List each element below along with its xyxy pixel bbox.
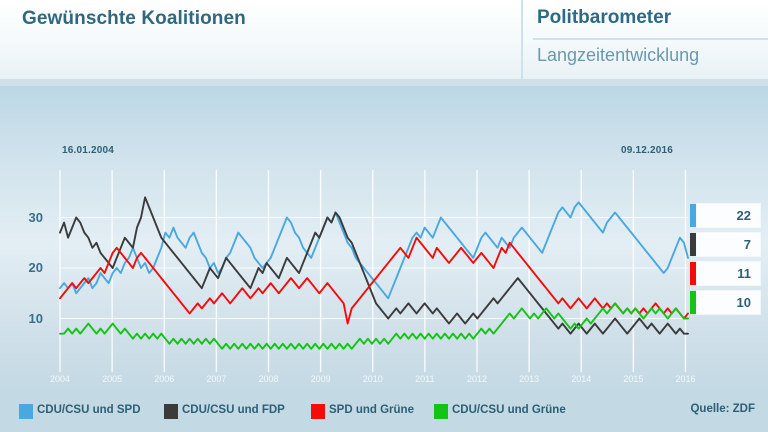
source-label: Quelle: ZDF: [690, 403, 755, 415]
x-axis-tick-2006: 2006: [154, 374, 175, 384]
page-title: Gewünschte Koalitionen: [22, 8, 246, 29]
brand-subtitle: Langzeitentwicklung: [537, 45, 700, 65]
value-box: 10: [697, 291, 760, 314]
value-box: 7: [697, 233, 760, 256]
y-axis-tick-20: 20: [28, 260, 43, 275]
brand-horizontal-divider: [533, 38, 768, 40]
x-axis-tick-2013: 2013: [519, 374, 540, 384]
legend-item-cdu_gruene[interactable]: CDU/CSU und Grüne: [434, 402, 566, 420]
end-date-label: 09.12.2016: [621, 145, 674, 156]
x-axis-tick-2011: 2011: [415, 374, 435, 384]
legend-item-cdu_fdp[interactable]: CDU/CSU und FDP: [164, 402, 285, 420]
legend-item-label: SPD und Grüne: [329, 404, 414, 417]
legend-swatch-icon: [19, 403, 33, 419]
legend-swatch-icon: [434, 403, 448, 419]
header-vertical-divider: [521, 0, 523, 79]
legend-item-label: CDU/CSU und Grüne: [452, 404, 566, 417]
value-box: 22: [697, 204, 760, 227]
x-axis-tick-2004: 2004: [49, 374, 71, 384]
legend-item-cdu_spd[interactable]: CDU/CSU und SPD: [19, 402, 141, 420]
value-box-color-bar: [690, 204, 696, 227]
legend-bar: CDU/CSU und SPD CDU/CSU und FDP SPD und Gr…: [0, 390, 768, 432]
line-chart-plot: [59, 170, 689, 372]
value-box-color-bar: [690, 233, 696, 256]
value-box-color-bar: [690, 262, 696, 285]
legend-item-label: CDU/CSU und FDP: [182, 404, 285, 417]
x-axis-tick-2005: 2005: [102, 374, 123, 384]
legend-swatch-icon: [164, 403, 178, 419]
x-axis-tick-2008: 2008: [258, 374, 279, 384]
value-box-number: 22: [736, 208, 751, 223]
legend-item-spd_gruene[interactable]: SPD und Grüne: [311, 402, 414, 420]
x-axis-tick-2010: 2010: [362, 374, 383, 384]
brand-title: Politbarometer: [537, 7, 672, 28]
value-box-number: 7: [743, 237, 751, 252]
header-bar: Gewünschte Koalitionen Politbarometer La…: [0, 0, 768, 79]
y-axis-tick-10: 10: [28, 310, 43, 326]
x-axis-tick-2012: 2012: [466, 374, 487, 384]
x-axis-tick-2009: 2009: [310, 374, 331, 384]
x-axis-tick-2015: 2015: [623, 374, 644, 384]
brand-block: Politbarometer Langzeitentwicklung: [523, 0, 768, 79]
legend-item-label: CDU/CSU und SPD: [37, 404, 141, 417]
chart-panel: 16.01.2004 09.12.2016 10 20 30 2004 2005 2006…: [0, 86, 768, 390]
value-box: 11: [697, 262, 760, 285]
value-box-number: 11: [737, 266, 751, 281]
header-underline: [0, 79, 768, 86]
x-axis-tick-2016: 2016: [675, 374, 696, 384]
start-date-label: 16.01.2004: [62, 145, 115, 156]
value-box-number: 10: [736, 295, 751, 310]
x-axis-tick-2014: 2014: [571, 374, 592, 384]
legend-swatch-icon: [311, 403, 325, 419]
x-axis-tick-2007: 2007: [206, 374, 227, 384]
y-axis-tick-30: 30: [28, 209, 43, 225]
value-box-color-bar: [690, 291, 696, 314]
